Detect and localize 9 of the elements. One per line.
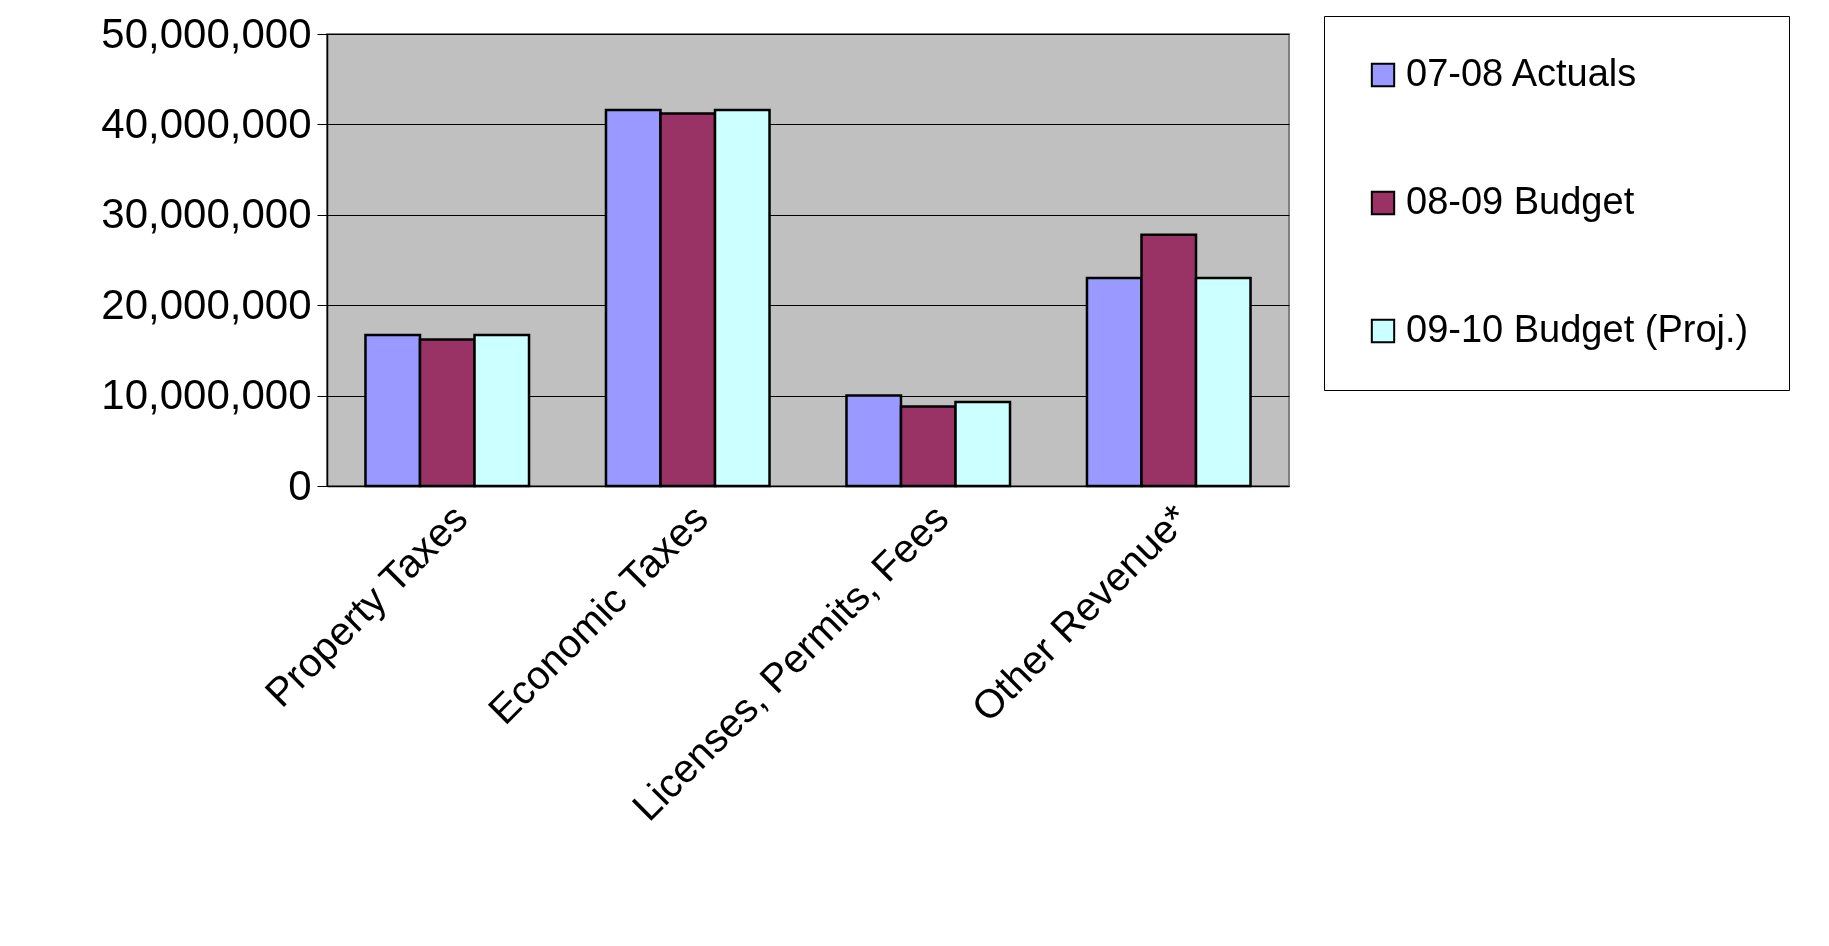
- y-tick-label: 10,000,000: [101, 371, 312, 419]
- y-tick-label: 20,000,000: [101, 280, 312, 328]
- y-tick-label: 30,000,000: [101, 190, 312, 238]
- legend-label: 08-09 Budget: [1406, 180, 1635, 222]
- y-tick-label: 40,000,000: [101, 99, 312, 147]
- legend-label: 09-10 Budget (Proj.): [1406, 308, 1749, 350]
- y-tick-label: 50,000,000: [101, 9, 312, 57]
- legend-label: 07-08 Actuals: [1406, 52, 1637, 94]
- y-tick-label: 0: [288, 461, 312, 509]
